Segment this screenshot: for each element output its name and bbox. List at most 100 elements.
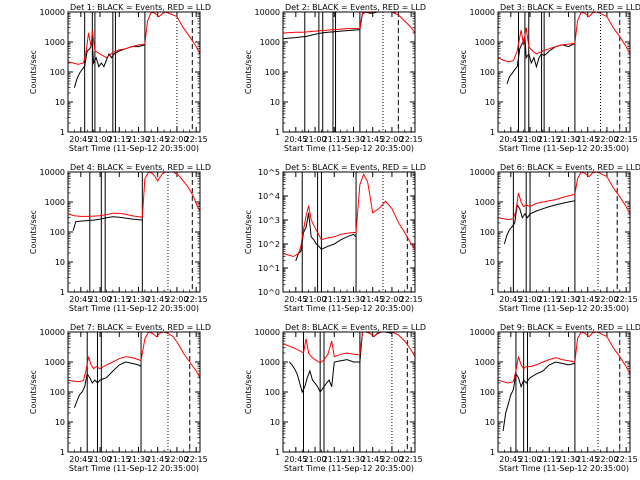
x-tick-label: 21:45 [146,135,169,144]
x-tick-label: 22:15 [400,295,423,304]
panel-title: Det 5: BLACK = Events, RED = LLD [285,163,426,172]
x-tick-label: 22:00 [165,455,188,464]
lld-series-line [283,12,415,34]
x-tick-label: 21:15 [108,455,131,464]
x-tick-label: 21:45 [146,455,169,464]
y-tick-label: 10 [485,258,495,267]
x-tick-label: 21:30 [127,135,150,144]
x-tick-label: 21:45 [361,295,384,304]
y-tick-label: 10000 [255,328,280,337]
x-tick-label: 22:00 [165,295,188,304]
x-axis-label: Start Time (11-Sep-12 20:35:00) [69,304,199,313]
x-tick-label: 20:45 [69,135,92,144]
y-tick-label: 10 [485,98,495,107]
x-tick-label: 22:00 [165,135,188,144]
detector-panel-7: Det 7: BLACK = Events, RED = LLD 1 10 100 10… [29,323,211,473]
series-group [498,12,630,85]
detector-panel-8: Det 8: BLACK = Events, RED = LLD 1 10 100 10… [244,323,426,473]
panel-title: Det 4: BLACK = Events, RED = LLD [70,163,211,172]
x-tick-label: 21:00 [304,295,327,304]
y-tick-label: 10000 [40,8,65,17]
y-axis-label: Counts/sec [459,370,468,414]
y-tick-label: 1 [60,448,65,457]
x-tick-label: 20:45 [69,455,92,464]
y-tick-label: 1 [60,288,65,297]
detector-panel-3: Det 3: BLACK = Events, RED = LLD 1 10 100 10… [459,3,640,153]
y-tick-label: 100 [480,68,495,77]
x-tick-label: 22:15 [400,455,423,464]
x-tick-label: 21:45 [361,135,384,144]
y-tick-label: 10 [270,418,280,427]
x-tick-label: 21:30 [342,135,365,144]
y-tick-label: 10^1 [258,264,280,273]
x-tick-label: 21:30 [342,295,365,304]
detector-panel-1: Det 1: BLACK = Events, RED = LLD 1 10 100 10… [29,3,211,153]
events-series-line [283,12,396,40]
series-group [283,12,415,40]
y-tick-label: 1 [490,128,495,137]
x-tick-label: 22:00 [380,295,403,304]
x-tick-label: 22:15 [615,455,638,464]
x-tick-label: 21:30 [127,455,150,464]
x-tick-label: 22:15 [185,295,208,304]
x-tick-label: 20:45 [499,295,522,304]
y-tick-label: 10000 [40,168,65,177]
y-tick-label: 100 [480,388,495,397]
x-tick-label: 21:15 [538,135,561,144]
x-axis-label: Start Time (11-Sep-12 20:35:00) [499,464,629,473]
detector-panel-9: Det 9: BLACK = Events, RED = LLD 1 10 100 10… [459,323,640,473]
x-axis-label: Start Time (11-Sep-12 20:35:00) [69,464,199,473]
events-series-line [506,36,576,85]
x-tick-label: 21:30 [557,295,580,304]
plot-frame [282,331,416,453]
y-tick-label: 1000 [45,358,65,367]
lld-series-line [68,12,200,65]
plot-frame [282,11,416,133]
x-tick-label: 21:30 [557,135,580,144]
series-group [498,172,630,245]
y-tick-label: 100 [50,228,65,237]
x-tick-label: 21:00 [519,135,542,144]
x-tick-label: 21:00 [519,455,542,464]
lld-series-line [68,172,200,218]
series-group [68,172,200,231]
x-tick-label: 21:15 [538,295,561,304]
x-tick-label: 21:00 [519,295,542,304]
x-tick-label: 21:15 [323,135,346,144]
y-tick-label: 100 [50,68,65,77]
x-tick-label: 21:00 [89,295,112,304]
x-tick-label: 20:45 [499,455,522,464]
detector-panel-6: Det 6: BLACK = Events, RED = LLD 1 10 100 10… [459,163,640,313]
x-tick-label: 20:45 [284,295,307,304]
y-axis-label: Counts/sec [29,50,38,94]
events-series-line [503,200,575,245]
x-tick-label: 21:15 [323,295,346,304]
y-tick-label: 1000 [260,38,280,47]
plot-frame [497,331,631,453]
marker-lines [303,332,408,452]
y-axis-label: Counts/sec [29,210,38,254]
y-tick-label: 10000 [470,8,495,17]
y-tick-label: 1000 [45,38,65,47]
y-tick-label: 10000 [470,168,495,177]
panel-title: Det 9: BLACK = Events, RED = LLD [500,323,640,332]
y-tick-label: 10 [485,418,495,427]
y-tick-label: 10 [55,418,65,427]
marker-lines [512,172,618,292]
plot-frame [497,171,631,293]
y-tick-label: 1 [60,128,65,137]
lld-series-line [283,332,415,363]
series-group [68,12,200,88]
x-axis-label: Start Time (11-Sep-12 20:35:00) [69,144,199,153]
events-series-line [295,212,357,261]
y-tick-label: 10000 [470,328,495,337]
marker-lines [86,332,191,452]
x-tick-label: 22:15 [400,135,423,144]
panel-title: Det 7: BLACK = Events, RED = LLD [70,323,211,332]
lld-series-line [498,172,630,221]
y-tick-label: 1000 [475,198,495,207]
x-tick-label: 22:00 [595,135,618,144]
panel-title: Det 1: BLACK = Events, RED = LLD [70,3,211,12]
y-tick-label: 10^5 [258,168,280,177]
y-tick-label: 100 [50,388,65,397]
